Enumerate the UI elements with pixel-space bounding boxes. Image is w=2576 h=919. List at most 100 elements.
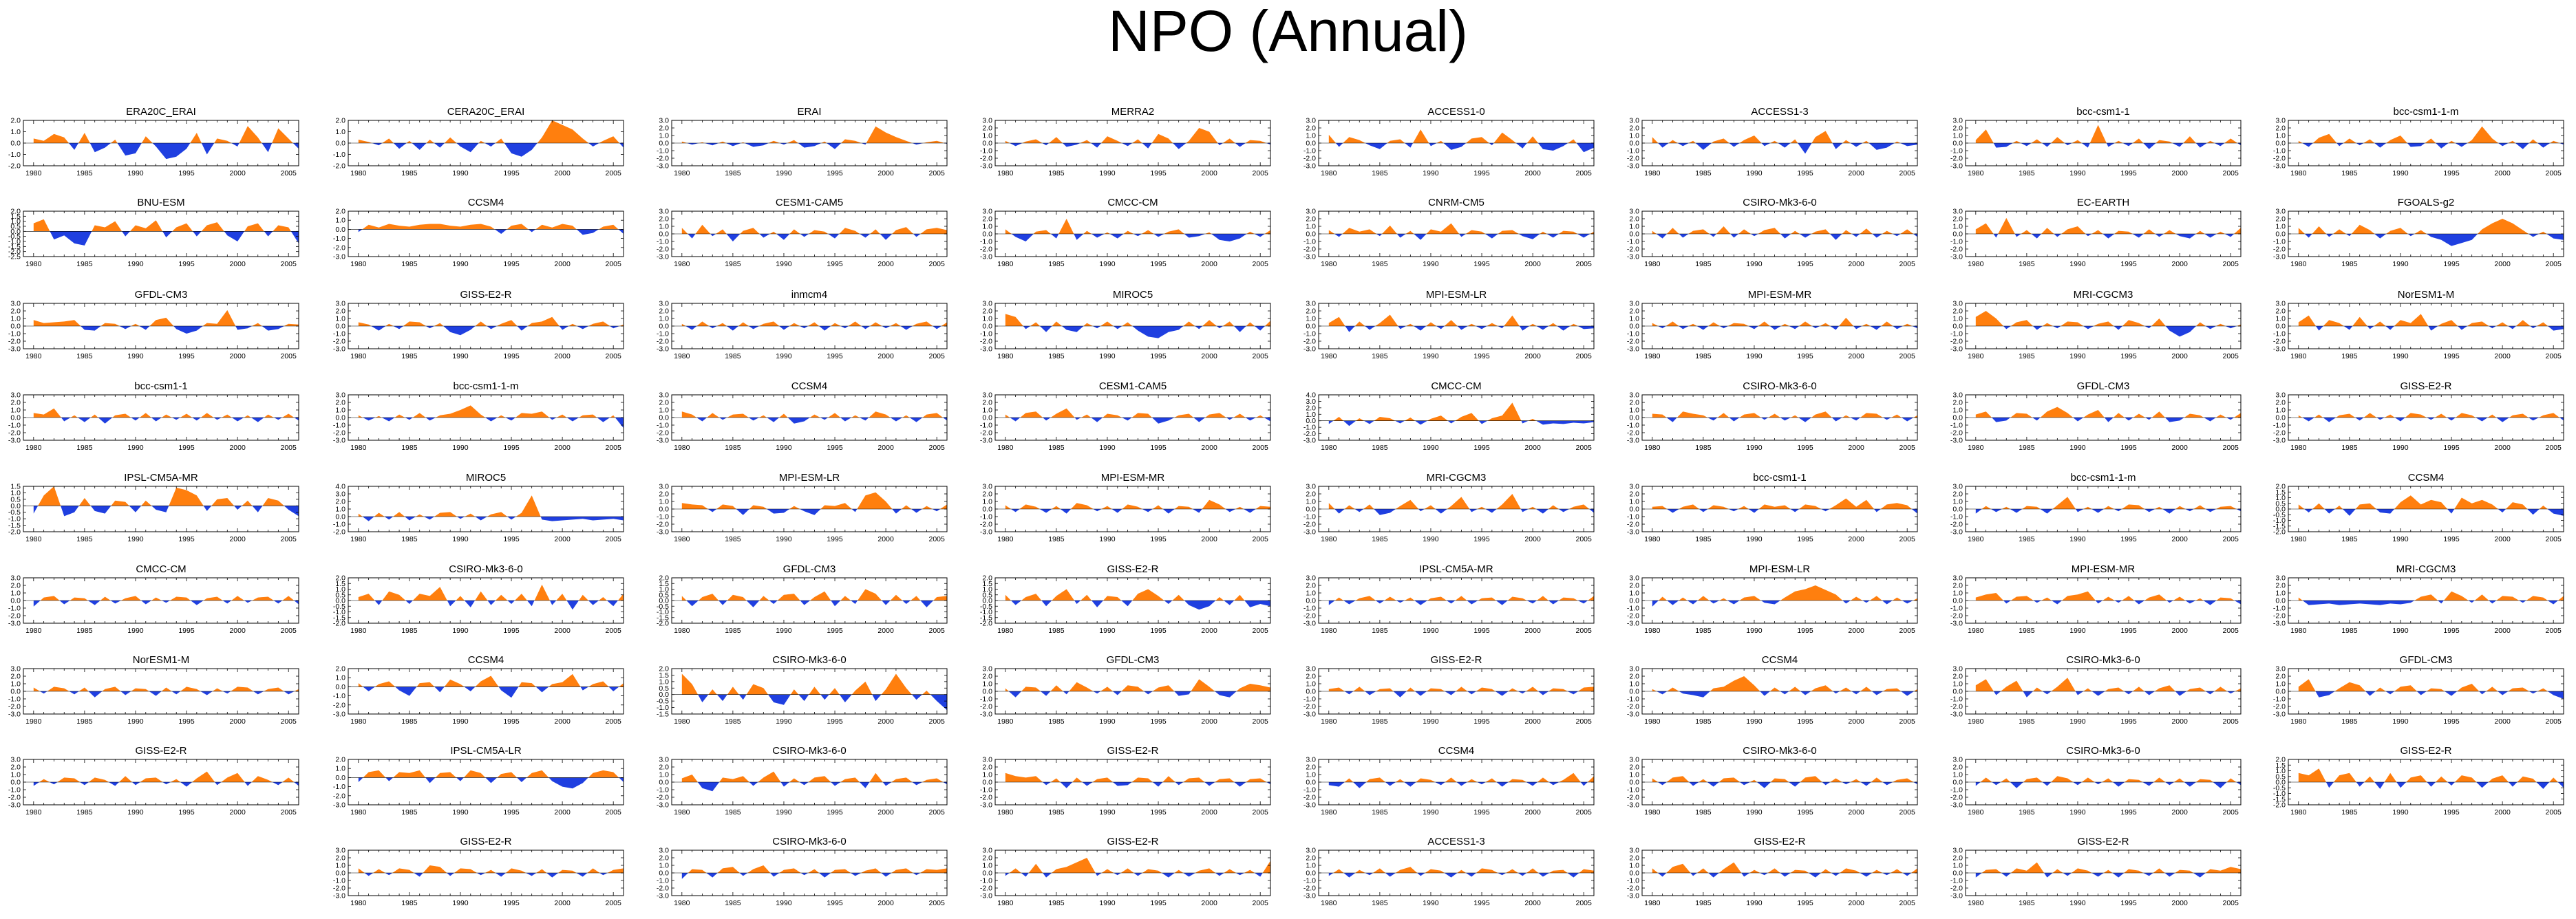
x-tick-label: 1995 xyxy=(827,444,843,452)
panel-27: CCSM4 1980 1985 1990 1995 2000 2005 3.02.01.00.… xyxy=(657,380,948,452)
y-tick-label: -2.0 xyxy=(333,244,345,252)
positive-anomaly-area xyxy=(1975,497,2241,509)
y-tick-label: 0.0 xyxy=(2275,597,2286,605)
panel-title: CSIRO-Mk3-6-0 xyxy=(1743,380,1817,392)
positive-anomaly-area xyxy=(1328,596,1594,601)
y-tick-label: -3.0 xyxy=(1303,711,1316,719)
y-tick-label: -2.0 xyxy=(8,703,21,711)
panel-frame xyxy=(348,210,624,257)
y-tick-label: 1.0 xyxy=(1306,411,1316,419)
y-tick-label: -3.0 xyxy=(333,345,345,354)
y-tick-label: 3.0 xyxy=(2275,208,2286,216)
negative-anomaly-area xyxy=(1005,509,1270,514)
y-tick-label: -3.0 xyxy=(2273,620,2286,628)
panel-title: GFDL-CM3 xyxy=(2400,654,2453,666)
x-tick-label: 1985 xyxy=(76,352,93,360)
x-tick-label: 1995 xyxy=(178,717,195,726)
y-tick-label: -0.5 xyxy=(2273,511,2286,519)
y-tick-label: 2.0 xyxy=(1952,125,1963,133)
panel-frame xyxy=(348,486,624,532)
panel-20: MIROC5 1980 1985 1990 1995 2000 2005 3.02.01.00… xyxy=(980,289,1271,360)
y-tick-label: 2.0 xyxy=(982,307,992,316)
x-tick-label: 2005 xyxy=(929,260,946,268)
panel-47: MPI-ESM-MR 1980 1985 1990 1995 2000 2005 3.02.0… xyxy=(1950,563,2242,635)
y-tick-label: 1.5 xyxy=(659,580,669,588)
y-tick-label: 1.0 xyxy=(982,680,992,689)
x-tick-label: 1995 xyxy=(1473,717,1490,726)
panel-title: bcc-csm1-1-m xyxy=(2070,472,2136,484)
y-tick-label: 2.0 xyxy=(982,399,992,407)
negative-anomaly-area xyxy=(1652,691,1917,698)
x-tick-label: 1985 xyxy=(401,352,418,360)
x-tick-label: 1990 xyxy=(127,444,144,452)
panel-title: CSIRO-Mk3-6-0 xyxy=(449,563,523,575)
y-tick-label: 0.0 xyxy=(1952,230,1963,239)
x-tick-label: 2000 xyxy=(2494,169,2511,177)
y-tick-label: -1.0 xyxy=(2273,330,2286,338)
panel-title: BNU-ESM xyxy=(137,197,184,208)
negative-anomaly-area xyxy=(1328,509,1594,515)
y-tick-label: 2.0 xyxy=(1629,399,1639,407)
x-tick-label: 1990 xyxy=(1099,535,1116,543)
x-tick-label: 1995 xyxy=(2443,260,2460,268)
x-tick-label: 2005 xyxy=(606,535,622,543)
panel-title: GFDL-CM3 xyxy=(1107,654,1160,666)
y-tick-label: -1.0 xyxy=(1950,695,1963,704)
x-tick-label: 2005 xyxy=(281,444,297,452)
panel-title: MIROC5 xyxy=(466,472,506,484)
panel-title: ACCESS1-0 xyxy=(1427,106,1484,118)
positive-anomaly-area xyxy=(1652,131,1917,143)
panel-41: CMCC-CM 1980 1985 1990 1995 2000 2005 3.02.01.0… xyxy=(8,563,299,635)
y-tick-label: 1.0 xyxy=(10,217,21,226)
x-tick-label: 1990 xyxy=(452,717,469,726)
positive-anomaly-area xyxy=(362,224,619,230)
y-tick-label: 2.0 xyxy=(1306,490,1316,499)
y-tick-label: 1.0 xyxy=(1952,498,1963,506)
y-tick-label: 3.0 xyxy=(1952,483,1963,491)
x-tick-label: 2005 xyxy=(2223,352,2239,360)
y-tick-label: -1.0 xyxy=(980,695,992,704)
panel-title: IPSL-CM5A-MR xyxy=(1419,563,1493,575)
x-tick-label: 1985 xyxy=(2019,444,2035,452)
x-tick-label: 1985 xyxy=(1048,169,1065,177)
y-tick-label: -2.0 xyxy=(333,620,345,628)
y-tick-label: 3.0 xyxy=(659,300,669,308)
y-tick-label: -1.0 xyxy=(657,422,669,430)
y-tick-label: -3.0 xyxy=(1303,345,1316,354)
x-tick-label: 2005 xyxy=(606,627,622,635)
y-tick-label: 1.0 xyxy=(2275,132,2286,140)
y-tick-label: 1.0 xyxy=(10,680,21,689)
negative-anomaly-area xyxy=(1975,234,2241,239)
y-tick-label: 0.0 xyxy=(335,323,345,331)
y-tick-label: -1.0 xyxy=(657,330,669,338)
x-tick-label: 1980 xyxy=(1321,352,1337,360)
y-tick-label: -2.0 xyxy=(1303,246,1316,254)
negative-anomaly-area xyxy=(681,234,947,241)
negative-anomaly-area xyxy=(681,326,947,331)
x-tick-label: 1985 xyxy=(1372,169,1388,177)
x-tick-label: 2000 xyxy=(1524,352,1541,360)
y-tick-label: -3.0 xyxy=(2273,253,2286,261)
y-tick-label: 2.0 xyxy=(659,215,669,224)
x-tick-label: 2000 xyxy=(554,535,571,543)
y-tick-label: 0.0 xyxy=(1629,597,1639,605)
panel-title: CESM1-CAM5 xyxy=(1099,380,1167,392)
x-tick-label: 1980 xyxy=(1968,535,1984,543)
y-tick-label: 1.0 xyxy=(335,585,345,594)
y-tick-label: -1.0 xyxy=(980,238,992,246)
x-tick-label: 1980 xyxy=(1321,535,1337,543)
y-tick-label: -2.0 xyxy=(8,162,21,171)
y-tick-label: -1.0 xyxy=(8,422,21,430)
y-tick-label: -1.5 xyxy=(8,521,21,530)
y-tick-label: 1.0 xyxy=(1306,680,1316,689)
x-tick-label: 1995 xyxy=(2443,535,2460,543)
positive-anomaly-area xyxy=(33,686,299,691)
y-tick-label: -3.0 xyxy=(333,253,345,261)
x-tick-label: 1990 xyxy=(1746,535,1763,543)
x-tick-label: 2000 xyxy=(229,260,246,268)
y-tick-label: -0.5 xyxy=(657,603,669,611)
y-tick-label: 0.0 xyxy=(1306,597,1316,605)
x-tick-label: 1980 xyxy=(997,717,1014,726)
y-tick-label: 1.5 xyxy=(659,671,669,680)
y-tick-label: -3.0 xyxy=(8,345,21,354)
